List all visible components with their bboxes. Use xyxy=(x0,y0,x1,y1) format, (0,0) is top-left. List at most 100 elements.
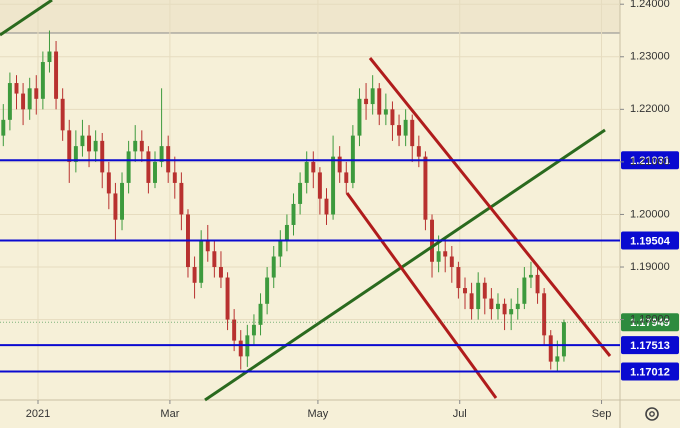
candle-body xyxy=(509,309,514,315)
candle-body xyxy=(370,88,375,105)
candle-body xyxy=(403,119,408,136)
candle-body xyxy=(522,277,527,304)
candle-body xyxy=(377,88,382,115)
candle-body xyxy=(100,140,105,173)
x-tick-label: 2021 xyxy=(26,408,50,420)
candle-body xyxy=(476,282,481,310)
candle-body xyxy=(238,340,243,357)
candle-body xyxy=(496,303,500,310)
trend-line xyxy=(204,128,606,402)
candle-body xyxy=(449,256,454,268)
candle-body xyxy=(548,335,553,362)
candle-body xyxy=(331,156,336,215)
candle-body xyxy=(146,151,151,183)
price-tag-label: 1.19504 xyxy=(630,235,671,247)
candle-body xyxy=(364,98,369,105)
candle-body xyxy=(258,303,263,325)
x-tick-label: May xyxy=(308,408,329,420)
candle-body xyxy=(284,224,289,241)
price-tag-label: 1.21031 xyxy=(630,155,670,167)
candle-body xyxy=(278,240,283,257)
candle-body xyxy=(232,319,237,341)
candle-body xyxy=(304,161,309,183)
x-tick-label: Mar xyxy=(160,408,179,420)
candle-body xyxy=(126,151,131,183)
candle-body xyxy=(482,282,487,299)
channel-line xyxy=(368,57,612,357)
price-tag-label: 1.17012 xyxy=(630,366,670,378)
candle-body xyxy=(416,146,421,157)
candle-body xyxy=(542,293,547,336)
x-tick-label: Sep xyxy=(592,408,612,420)
candle-body xyxy=(60,98,65,131)
candle-body xyxy=(218,267,223,278)
plot-area xyxy=(0,0,620,400)
candle-body xyxy=(212,251,217,268)
candle-body xyxy=(271,256,276,278)
price-tag xyxy=(621,362,679,381)
trend-line xyxy=(0,0,53,37)
axes: 1.18000 1.19000 1.20000 1.21000 1.22000 1.230… xyxy=(26,0,670,420)
candle-body xyxy=(205,240,210,252)
candle-body xyxy=(436,251,441,262)
candle-body xyxy=(133,140,138,152)
candle-body xyxy=(337,156,342,173)
candle-body xyxy=(390,109,395,126)
candle-body xyxy=(528,274,533,278)
candle-body xyxy=(225,277,230,320)
candle-body xyxy=(27,88,32,110)
y-tick-label: 1.21000 xyxy=(630,156,670,168)
candle-body xyxy=(1,119,6,136)
candle-body xyxy=(311,161,316,173)
candle-body xyxy=(317,172,322,199)
candle-body xyxy=(7,83,12,120)
candle-body xyxy=(153,161,157,183)
candle-body xyxy=(113,193,118,220)
y-tick-label: 1.22000 xyxy=(630,103,670,115)
candle-body xyxy=(199,240,204,283)
candle-body xyxy=(344,172,349,183)
y-tick-label: 1.24000 xyxy=(630,0,670,10)
candle-body xyxy=(515,303,520,310)
candle-body xyxy=(73,146,78,162)
price-tag xyxy=(621,336,679,355)
candle-body xyxy=(192,267,197,283)
gear[interactable] xyxy=(645,407,659,421)
candle-body xyxy=(47,51,52,63)
candle-body xyxy=(14,83,19,94)
candle-body xyxy=(324,198,329,215)
settings-icon[interactable] xyxy=(645,407,659,421)
candle-body xyxy=(423,156,428,220)
candles xyxy=(1,30,566,373)
candle-body xyxy=(93,140,98,152)
candle-body xyxy=(54,51,59,99)
candle-body xyxy=(139,140,144,152)
candle-body xyxy=(397,125,402,136)
candle-body xyxy=(561,322,566,357)
levels: 1.21031 1.19504 1.17513 1.17012 1.17949 xyxy=(0,151,679,381)
candle-body xyxy=(80,135,85,147)
candle-body xyxy=(555,356,560,362)
candle-body xyxy=(502,303,507,315)
candle-body xyxy=(159,146,164,162)
gear-hub[interactable] xyxy=(649,411,655,417)
candle-body xyxy=(67,130,72,162)
candle-body xyxy=(172,172,177,183)
candle-body xyxy=(21,93,26,110)
candle-body xyxy=(87,135,92,152)
grid xyxy=(0,0,620,400)
candle-body xyxy=(34,88,39,99)
candle-body xyxy=(291,203,296,225)
candle-body xyxy=(40,62,45,99)
candle-body xyxy=(106,172,111,194)
candle-body xyxy=(251,324,256,336)
candle-body xyxy=(469,293,474,310)
price-tag xyxy=(621,151,679,170)
candle-body xyxy=(443,251,448,257)
candle-body xyxy=(383,109,388,115)
price-tag-label: 1.17949 xyxy=(630,317,670,329)
candle-body xyxy=(179,182,184,215)
y-tick-label: 1.20000 xyxy=(630,208,670,220)
y-tick-label: 1.18000 xyxy=(630,313,670,325)
